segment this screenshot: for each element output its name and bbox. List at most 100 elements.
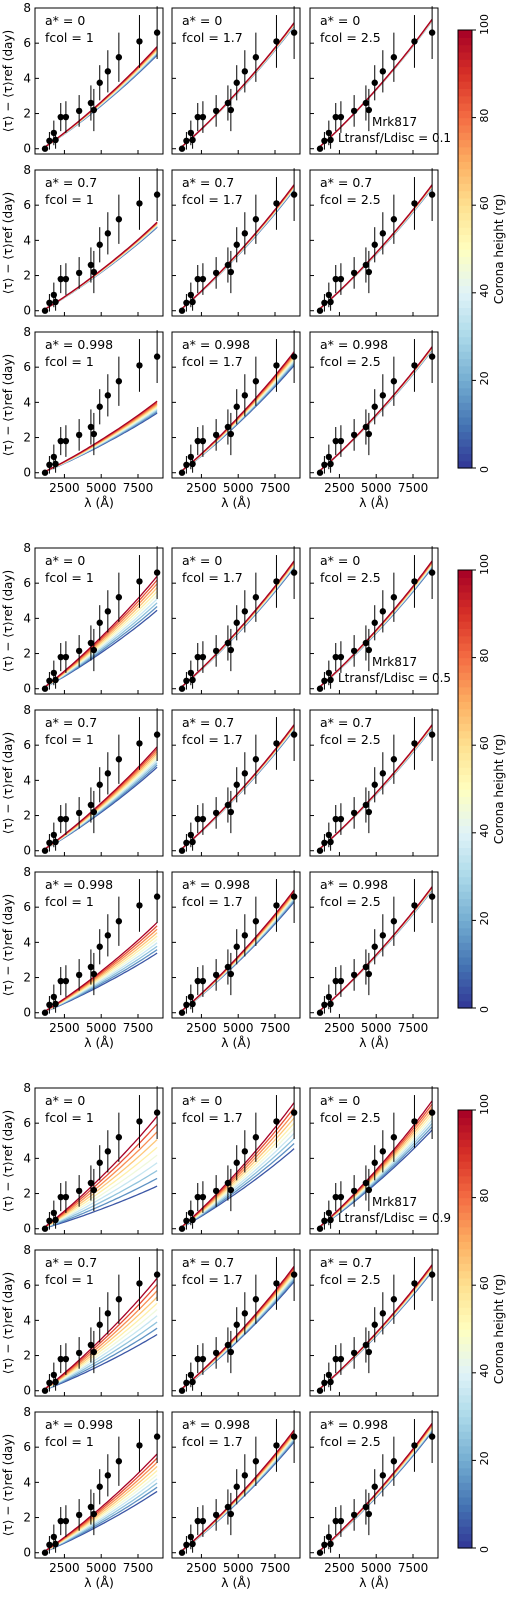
colorbar-label: Corona height (rg)	[492, 734, 506, 844]
source-label: Mrk817	[372, 655, 417, 669]
data-point	[52, 298, 59, 306]
x-tick-label: 2500	[186, 1021, 217, 1035]
data-point	[252, 1134, 260, 1141]
colorbar-segment	[458, 1475, 472, 1483]
x-tick-label: 7500	[398, 481, 429, 495]
spin-label: a* = 0.998	[320, 877, 388, 892]
data-point	[62, 977, 70, 985]
data-point	[90, 430, 98, 438]
colorbar-segment	[458, 256, 472, 265]
data-point	[183, 677, 190, 685]
colorbar-tick-label: 40	[478, 284, 491, 298]
data-point	[136, 902, 143, 909]
fcol-label: fcol = 1.7	[182, 354, 243, 369]
data-point	[212, 431, 220, 439]
colorbar-segment	[458, 723, 472, 732]
data-point	[57, 113, 64, 121]
data-point	[104, 608, 112, 615]
colorbar-label: Corona height (rg)	[492, 194, 506, 304]
panel: 0 2 4 6 8 a* = 0.7 fcol = 1 ⟨τ⟩ − ⟨τ⟩ref (day)	[1, 703, 164, 858]
colorbar-tick-label: 0	[478, 1006, 491, 1013]
data-point	[178, 1387, 186, 1394]
data-point	[136, 1280, 143, 1287]
data-point	[194, 1193, 201, 1201]
data-point	[178, 1009, 186, 1016]
colorbar-segment	[458, 1241, 472, 1250]
model-line	[42, 1333, 158, 1392]
colorbar-segment	[458, 1496, 472, 1505]
colorbar-segment	[458, 869, 472, 878]
data-point	[96, 241, 103, 248]
data-point	[189, 136, 196, 144]
data-point	[390, 918, 398, 925]
data-point	[189, 298, 196, 306]
y-tick-label: 0	[23, 682, 31, 696]
colorbar-segment	[458, 1380, 472, 1388]
data-point	[224, 99, 232, 107]
colorbar-segment	[458, 701, 472, 710]
data-point	[136, 200, 143, 207]
colorbar-segment	[458, 862, 472, 870]
data-point	[46, 839, 53, 847]
data-point	[224, 261, 232, 269]
colorbar-segment	[458, 1372, 472, 1381]
data-point	[428, 731, 436, 738]
data-point	[104, 1148, 112, 1155]
data-point	[178, 1549, 186, 1556]
y-tick-label: 4	[23, 935, 31, 949]
colorbar-tick-label: 60	[478, 196, 491, 210]
y-tick-label: 6	[23, 1116, 31, 1130]
data-point	[365, 1510, 373, 1518]
y-tick-label: 2	[23, 647, 31, 661]
data-point	[189, 838, 196, 846]
x-tick-label: 7500	[398, 1021, 429, 1035]
model-line	[42, 1170, 158, 1230]
colorbar-segment	[458, 891, 472, 900]
colorbar-segment	[458, 409, 472, 418]
x-tick-label: 5000	[361, 1561, 392, 1575]
spin-label: a* = 0.998	[45, 877, 113, 892]
data-point	[316, 469, 324, 476]
data-point	[321, 461, 328, 469]
data-point	[411, 362, 418, 369]
data-point	[178, 145, 186, 152]
fcol-label: fcol = 2.5	[320, 894, 381, 909]
model-line	[42, 400, 158, 474]
colorbar-segment	[458, 124, 472, 133]
data-point	[379, 1310, 387, 1317]
colorbar-segment	[458, 117, 472, 126]
data-point	[104, 1472, 112, 1479]
colorbar-segment	[458, 1453, 472, 1461]
colorbar-segment	[458, 1394, 472, 1403]
data-point	[104, 932, 112, 939]
data-point	[183, 137, 190, 145]
data-point	[57, 1193, 64, 1201]
data-point	[194, 437, 201, 445]
data-point	[136, 740, 143, 747]
data-point	[136, 362, 143, 369]
data-point	[273, 902, 280, 909]
colorbar-segment	[458, 978, 472, 987]
data-point	[90, 106, 98, 114]
x-tick-label: 5000	[223, 1561, 254, 1575]
colorbar-segment	[458, 898, 472, 907]
x-tick-label: 7500	[123, 1561, 154, 1575]
colorbar-segment	[458, 840, 472, 848]
fcol-label: fcol = 1	[45, 1110, 94, 1125]
y-tick-label: 6	[23, 738, 31, 752]
data-point	[332, 653, 339, 661]
colorbar-segment	[458, 1110, 472, 1118]
y-tick-label: 0	[23, 844, 31, 858]
colorbar-segment	[458, 1533, 472, 1542]
x-axis-label: λ (Å)	[359, 1575, 389, 1590]
data-point	[87, 1179, 95, 1187]
y-tick-label: 6	[23, 1440, 31, 1454]
colorbar: 0 20 40 60 80 100 Corona height (rg)	[457, 14, 506, 473]
data-point	[350, 269, 358, 277]
data-point	[199, 275, 207, 283]
model-line	[42, 1309, 158, 1392]
data-point	[178, 307, 186, 314]
colorbar-segment	[458, 1431, 472, 1440]
colorbar-segment	[458, 168, 472, 177]
y-tick-label: 6	[23, 36, 31, 50]
